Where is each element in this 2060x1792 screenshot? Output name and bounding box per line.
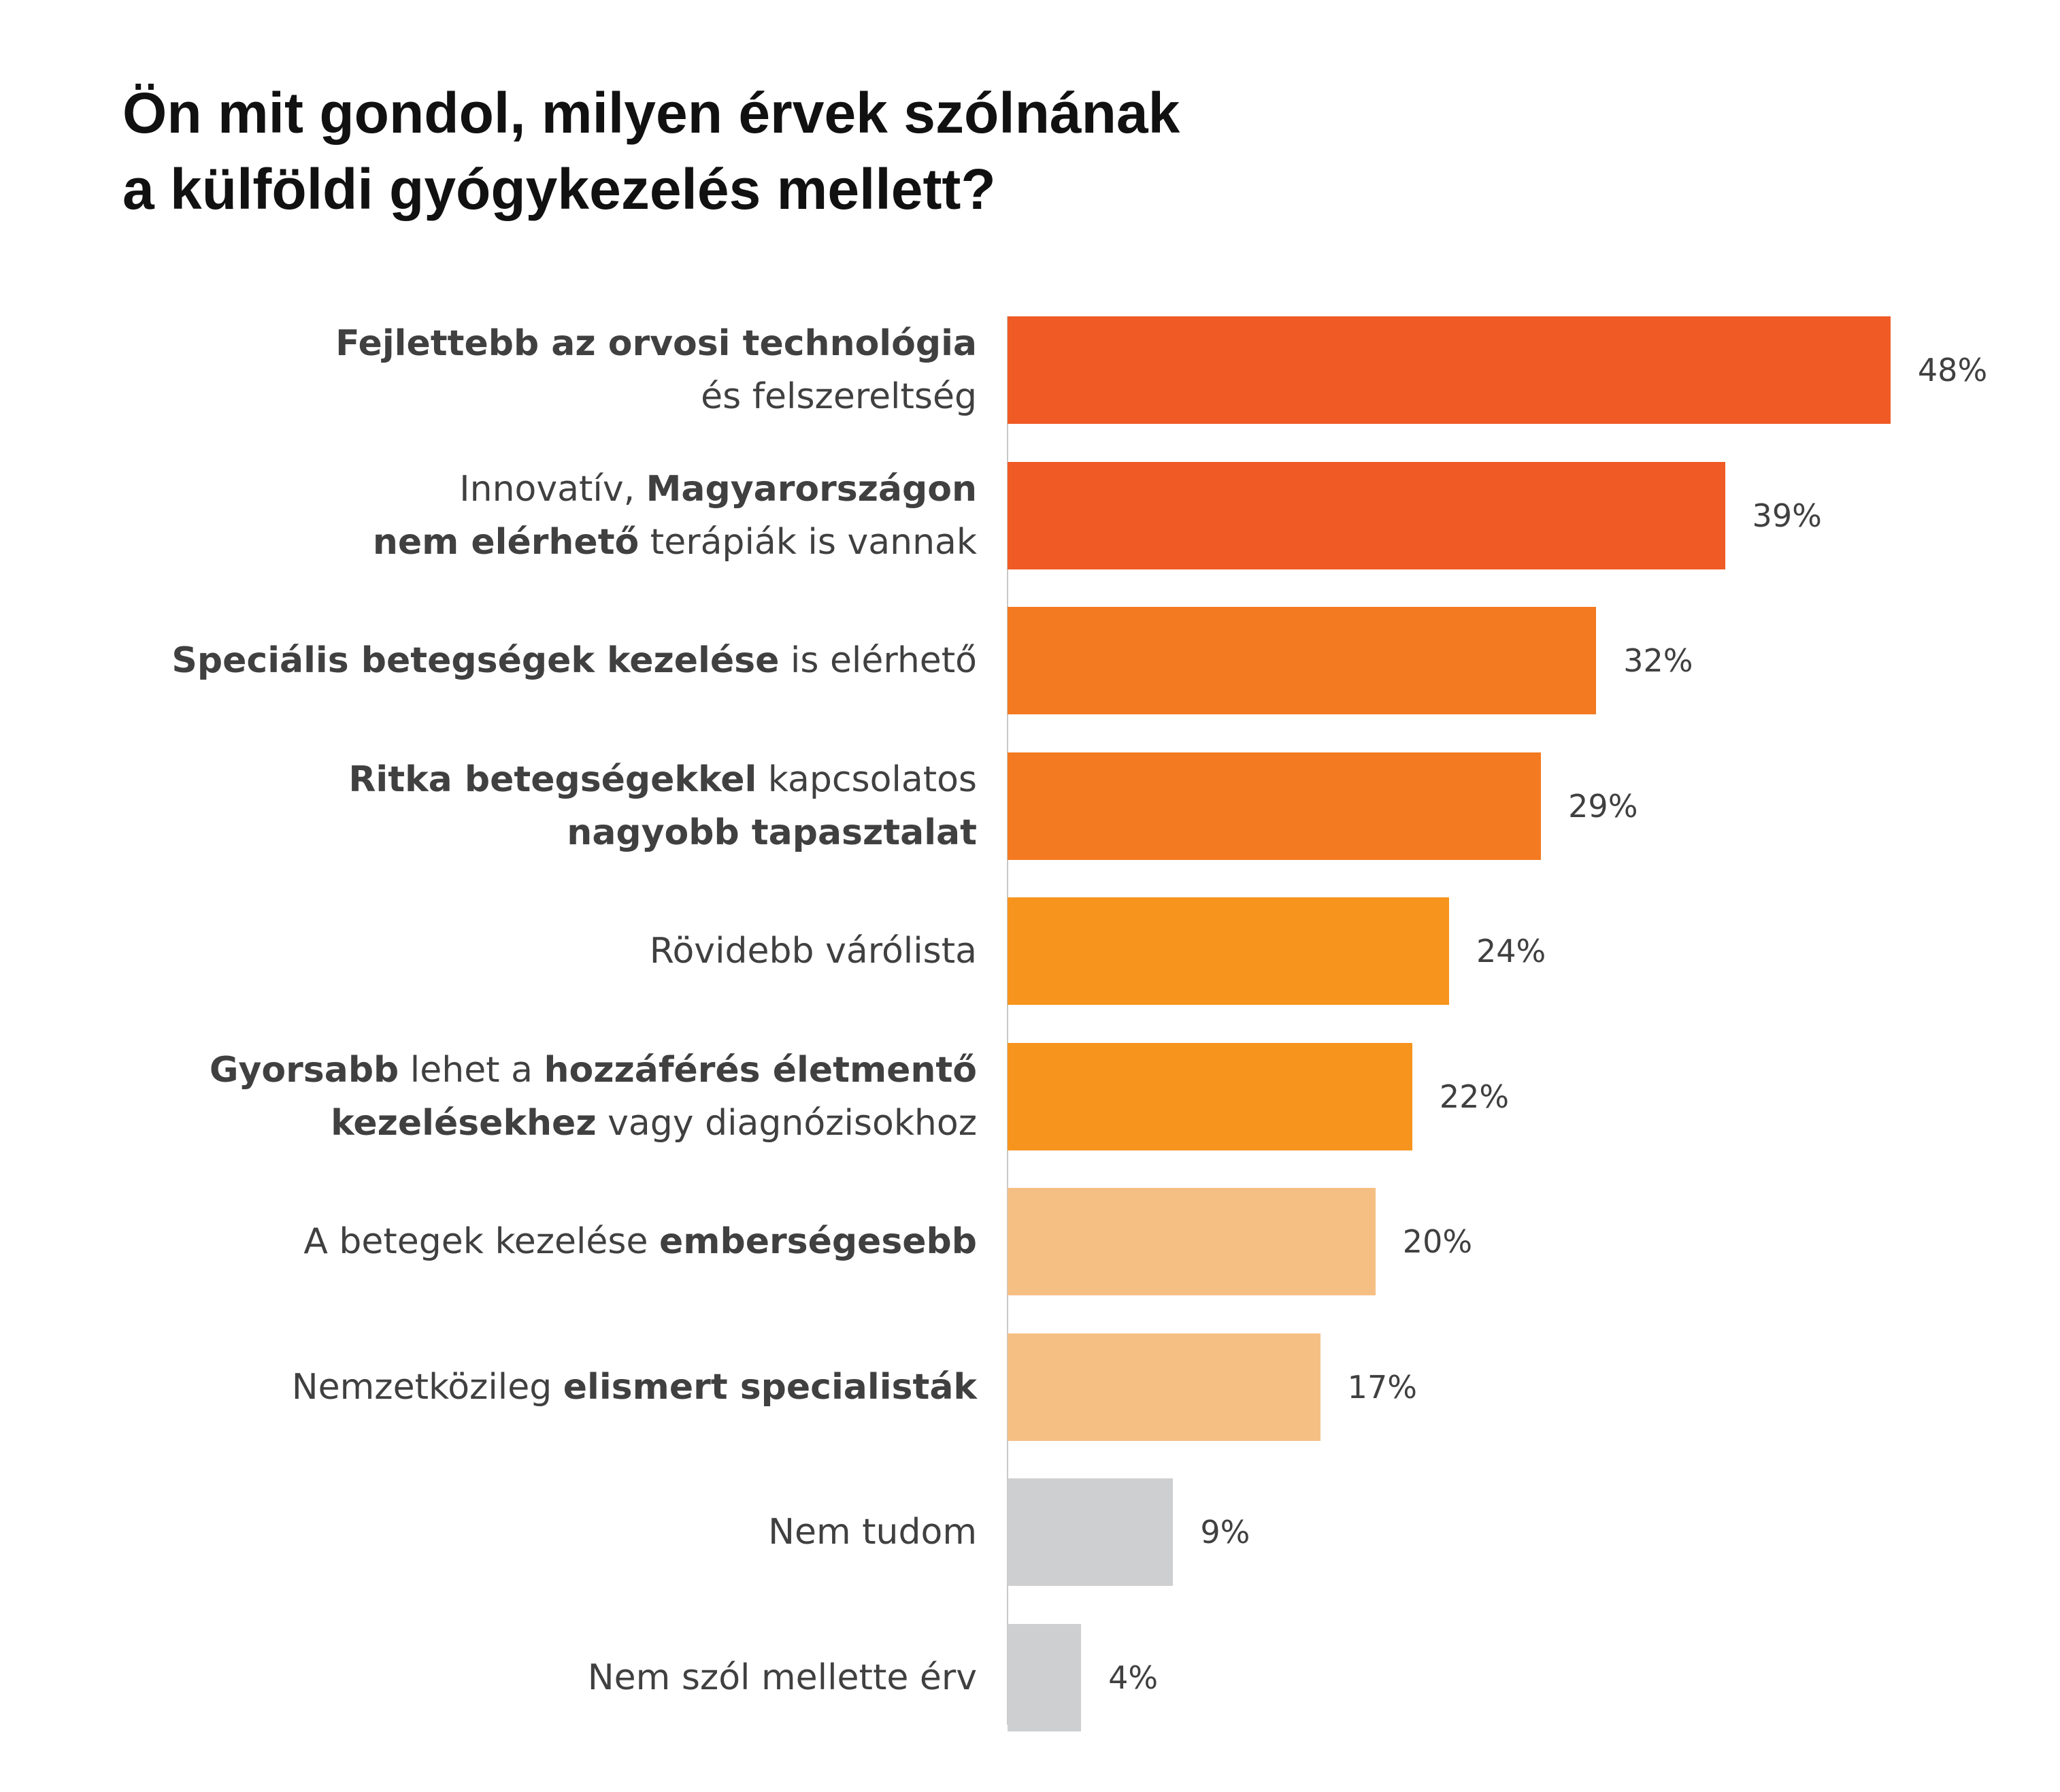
category-label-segment: nagyobb tapasztalat <box>567 812 977 853</box>
category-label-segment: és felszereltség <box>701 376 977 417</box>
category-label-segment: A betegek kezelése <box>303 1221 660 1262</box>
category-label-segment: Fejlettebb az orvosi technológia <box>335 323 977 364</box>
bar <box>1008 897 1449 1005</box>
bar <box>1008 461 1725 569</box>
category-label-segment: nem elérhető <box>372 521 639 563</box>
category-label-segment: kapcsolatos <box>757 759 977 800</box>
category-label-segment: Speciális betegségek kezelése <box>171 640 780 681</box>
category-label: A betegek kezelése emberségesebb <box>303 1215 977 1268</box>
data-label: 9% <box>1200 1514 1250 1550</box>
category-label: Gyorsabb lehet a hozzáférés életmentő kez… <box>210 1044 977 1150</box>
category-label-segment: Nemzetközileg <box>291 1366 563 1408</box>
category-label-segment: lehet a <box>399 1049 544 1091</box>
data-label: 39% <box>1752 497 1822 534</box>
category-label-segment: elismert specialisták <box>563 1366 977 1408</box>
data-label: 20% <box>1402 1223 1473 1260</box>
bar <box>1008 607 1597 714</box>
data-label: 17% <box>1347 1368 1417 1406</box>
data-label: 4% <box>1108 1659 1159 1696</box>
category-label-segment: Nem szól mellette érv <box>587 1657 977 1698</box>
bar <box>1008 752 1542 860</box>
category-label: Rövidebb várólista <box>650 925 977 978</box>
category-label: Innovatív, Magyarországon nem elérhető te… <box>373 463 977 569</box>
bar <box>1008 1478 1174 1586</box>
category-label-segment: Gyorsabb <box>209 1049 399 1091</box>
category-label-segment: Innovatív, <box>459 468 646 510</box>
category-label: Nem tudom <box>768 1506 977 1559</box>
chart-title-line-2: a külföldi gyógykezelés mellett? <box>122 157 996 221</box>
y-axis-line <box>1007 316 1008 1725</box>
bar <box>1008 1333 1320 1441</box>
category-label: Ritka betegségekkel kapcsolatos nagyobb t… <box>348 753 977 859</box>
category-label: Speciális betegségek kezelése is elérhet… <box>171 634 977 687</box>
data-label: 22% <box>1439 1078 1510 1115</box>
data-label: 29% <box>1568 787 1638 825</box>
category-label-segment: Magyarországon <box>646 468 977 510</box>
category-label: Fejlettebb az orvosi technológia és felsz… <box>335 317 977 423</box>
bar <box>1008 1623 1082 1731</box>
category-label-segment: is elérhető <box>779 640 977 681</box>
data-label: 32% <box>1623 642 1693 679</box>
category-label-segment: Nem tudom <box>768 1512 977 1553</box>
category-label-segment: kezelésekhez <box>331 1102 597 1144</box>
category-label: Nemzetközileg elismert specialisták <box>292 1361 977 1414</box>
data-label: 48% <box>1917 352 1988 388</box>
bar <box>1008 316 1891 424</box>
category-label-segment: hozzáférés életmentő <box>544 1049 978 1091</box>
data-label: 24% <box>1476 933 1546 969</box>
chart-title-line-1: Ön mit gondol, milyen érvek szólnának <box>122 81 1180 145</box>
bar <box>1008 1042 1412 1150</box>
category-label-segment: emberségesebb <box>659 1221 977 1262</box>
category-label-segment: Ritka betegségekkel <box>348 759 757 800</box>
category-label: Nem szól mellette érv <box>588 1651 977 1704</box>
chart-title: Ön mit gondol, milyen érvek szólnának a … <box>122 75 1180 227</box>
bar <box>1008 1188 1376 1295</box>
category-label-segment: Rövidebb várólista <box>649 931 977 972</box>
category-label-segment: vagy diagnózisokhoz <box>596 1102 977 1144</box>
category-label-segment: terápiák is vannak <box>639 521 977 563</box>
